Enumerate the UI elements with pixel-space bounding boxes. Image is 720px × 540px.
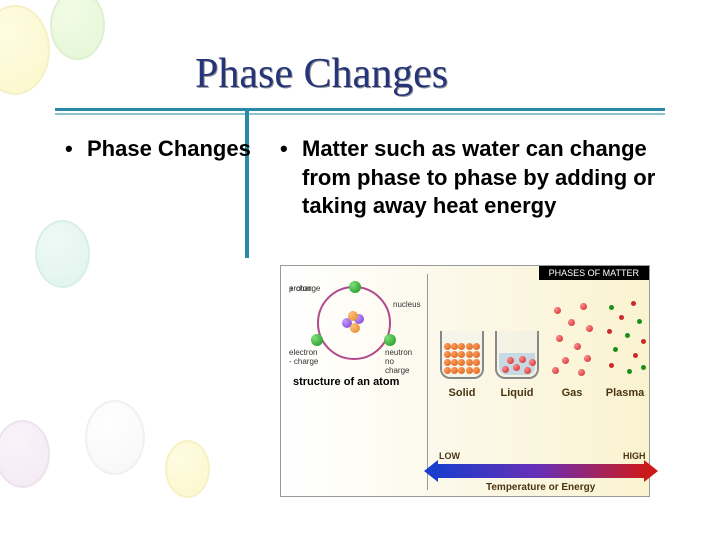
balloon-decor bbox=[0, 420, 50, 488]
electron-label: electron bbox=[289, 348, 317, 357]
neutron-label: neutron bbox=[385, 348, 412, 357]
balloon-decor bbox=[50, 0, 105, 60]
phase-label: Solid bbox=[436, 387, 488, 399]
atom-title: structure of an atom bbox=[293, 376, 399, 388]
nucleus-label: nucleus bbox=[393, 300, 421, 309]
bullet-icon: • bbox=[280, 135, 288, 164]
left-column-bullet: • Phase Changes bbox=[65, 135, 251, 163]
nucleus-icon bbox=[342, 311, 366, 335]
electron-note: - charge bbox=[289, 357, 318, 366]
phase-plasma: Plasma bbox=[599, 291, 651, 399]
diagram-divider bbox=[427, 274, 428, 490]
right-column-bullet: • Matter such as water can change from p… bbox=[280, 135, 680, 221]
proton-note: + charge bbox=[289, 284, 320, 293]
title-underline bbox=[55, 108, 665, 111]
plasma-box bbox=[603, 299, 647, 379]
low-label: LOW bbox=[439, 451, 460, 461]
slide-title: Phase Changes bbox=[195, 50, 448, 98]
atom-structure: proton + charge electron - charge nucleu… bbox=[289, 284, 419, 369]
balloon-decor bbox=[85, 400, 145, 475]
phase-solid: Solid bbox=[436, 291, 488, 399]
phase-gas: Gas bbox=[546, 291, 598, 399]
left-bullet-text: Phase Changes bbox=[87, 135, 251, 163]
phase-label: Plasma bbox=[599, 387, 651, 399]
balloon-decor bbox=[165, 440, 210, 498]
title-underline-2 bbox=[55, 113, 665, 115]
right-bullet-text: Matter such as water can change from pha… bbox=[302, 135, 680, 221]
phases-diagram: PHASES OF MATTER proton + charge electro… bbox=[280, 265, 650, 497]
energy-arrow bbox=[436, 464, 646, 478]
diagram-header: PHASES OF MATTER bbox=[539, 266, 649, 280]
high-label: HIGH bbox=[623, 451, 646, 461]
balloon-decor bbox=[35, 220, 90, 288]
neutron-note: no charge bbox=[385, 357, 419, 375]
phase-label: Gas bbox=[546, 387, 598, 399]
electron-icon bbox=[311, 334, 323, 346]
phase-liquid: Liquid bbox=[491, 291, 543, 399]
bullet-icon: • bbox=[65, 135, 73, 163]
axis-label: Temperature or Energy bbox=[486, 482, 595, 493]
arrow-right-icon bbox=[644, 460, 658, 482]
column-divider bbox=[245, 108, 249, 258]
beaker-icon bbox=[440, 331, 484, 379]
electron-icon bbox=[349, 281, 361, 293]
electron-icon bbox=[384, 334, 396, 346]
balloon-decor bbox=[0, 5, 50, 95]
gas-box bbox=[550, 299, 594, 379]
beaker-icon bbox=[495, 331, 539, 379]
phase-label: Liquid bbox=[491, 387, 543, 399]
